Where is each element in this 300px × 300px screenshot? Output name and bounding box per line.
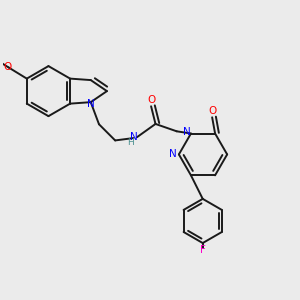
Text: H: H [127, 138, 134, 147]
Text: N: N [88, 99, 95, 109]
Text: N: N [169, 149, 176, 159]
Text: N: N [130, 133, 138, 142]
Text: O: O [208, 106, 216, 116]
Text: F: F [200, 245, 206, 255]
Text: O: O [3, 61, 11, 71]
Text: N: N [183, 127, 191, 137]
Text: O: O [147, 95, 155, 105]
